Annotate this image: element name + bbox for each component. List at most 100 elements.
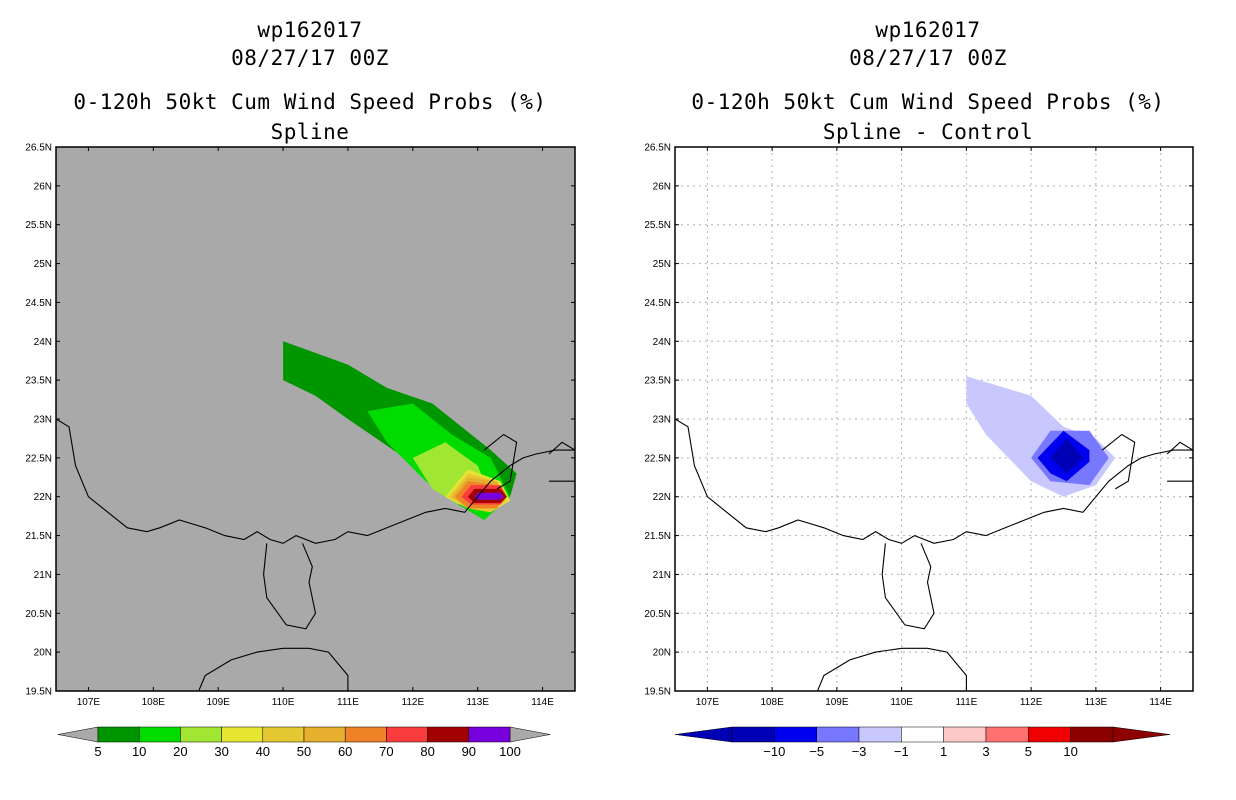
right-colorbar-label: −10 xyxy=(763,744,785,759)
right-xtick-label: 110E xyxy=(890,697,913,708)
left-colorbar-label: 30 xyxy=(214,744,228,759)
right-coastline-mainland xyxy=(675,418,1193,544)
right-colorbar-label: −1 xyxy=(894,744,909,759)
left-colorbar-label: 50 xyxy=(297,744,311,759)
right-xtick-label: 113E xyxy=(1085,697,1108,708)
left-ytick-label: 22N xyxy=(34,492,52,503)
right-contour--10 xyxy=(1050,438,1083,474)
left-map-panel: 26.5N 26N 25.5N 25N 24.5N 24N 23.5N 23N 22.5N 22N… xyxy=(25,143,576,759)
right-ytick-label: 21N xyxy=(653,570,671,581)
left-chart-subtitle: Spline xyxy=(270,120,350,144)
left-datetime: 08/27/17 00Z xyxy=(231,46,389,70)
right-colorbar-high-arrow xyxy=(1112,726,1171,743)
right-ytick-label: 24N xyxy=(653,337,671,348)
right-ytick-label: 20.5N xyxy=(644,609,671,620)
left-ytick-label: 24N xyxy=(34,337,52,348)
left-xtick-label: 112E xyxy=(402,697,425,708)
right-colorbar-swatch xyxy=(943,726,987,743)
right-colorbar-label: −3 xyxy=(852,744,867,759)
right-ytick-label: 22.5N xyxy=(644,453,671,464)
right-coastline-hainan xyxy=(816,647,967,691)
left-ytick-label: 26N xyxy=(34,181,52,192)
left-ytick-label: 25N xyxy=(34,259,52,270)
right-colorbar-low-arrow xyxy=(674,726,733,743)
right-colorbar-swatch xyxy=(1028,726,1071,743)
left-plot-background xyxy=(56,147,575,691)
left-colorbar-label: 20 xyxy=(173,744,187,759)
right-ytick-label: 26.5N xyxy=(644,143,671,154)
right-colorbar: −10 −5 −3 −1 1 3 5 10 xyxy=(674,726,1171,759)
right-colorbar-label: 3 xyxy=(982,744,989,759)
left-colorbar-swatch xyxy=(344,726,387,743)
left-colorbar-label: 10 xyxy=(132,744,146,759)
right-ytick-label: 20N xyxy=(653,648,671,659)
right-colorbar-swatch xyxy=(731,726,775,743)
right-colorbar-swatch xyxy=(1070,726,1114,743)
left-contour-90 xyxy=(474,492,504,500)
left-colorbar-swatch xyxy=(221,726,264,743)
right-xtick-label: 111E xyxy=(955,697,977,708)
left-ytick-label: 20.5N xyxy=(25,609,52,620)
right-xtick-label: 114E xyxy=(1149,697,1172,708)
right-ytick-label: 23.5N xyxy=(644,376,671,387)
right-ytick-label: 21.5N xyxy=(644,531,671,542)
right-ytick-label: 26N xyxy=(653,181,671,192)
left-colorbar-low-arrow xyxy=(57,726,99,743)
right-ytick-label: 25.5N xyxy=(644,220,671,231)
right-colorbar-label: 5 xyxy=(1025,744,1032,759)
left-xtick-label: 110E xyxy=(272,697,295,708)
left-ytick-label: 24.5N xyxy=(25,298,52,309)
left-colorbar-swatch xyxy=(427,726,470,743)
left-ytick-label: 23N xyxy=(34,415,52,426)
right-datetime: 08/27/17 00Z xyxy=(849,46,1007,70)
left-ytick-label: 22.5N xyxy=(25,453,52,464)
left-xtick-label: 109E xyxy=(207,697,231,708)
right-colorbar-label: 10 xyxy=(1063,744,1077,759)
right-colorbar-swatch xyxy=(816,726,860,743)
left-storm-id: wp162017 xyxy=(257,18,363,42)
left-ytick-label: 20N xyxy=(34,648,52,659)
right-ytick-label: 25N xyxy=(653,259,671,270)
left-colorbar-label: 70 xyxy=(379,744,393,759)
left-xtick-label: 113E xyxy=(466,697,489,708)
right-colorbar-swatch xyxy=(901,726,944,743)
right-chart-title: 0-120h 50kt Cum Wind Speed Probs (%) xyxy=(691,90,1165,114)
right-xtick-label: 112E xyxy=(1020,697,1043,708)
left-chart-title: 0-120h 50kt Cum Wind Speed Probs (%) xyxy=(73,90,547,114)
left-colorbar-label: 60 xyxy=(338,744,352,759)
right-xtick-label: 107E xyxy=(696,697,720,708)
right-coastline-hk_box xyxy=(1166,441,1193,482)
right-ytick-label: 23N xyxy=(653,415,671,426)
right-colorbar-swatch xyxy=(774,726,817,743)
left-colorbar-swatch xyxy=(138,726,181,743)
left-xtick-label: 111E xyxy=(337,697,359,708)
left-colorbar-label: 5 xyxy=(94,744,101,759)
left-xtick-label: 107E xyxy=(77,697,101,708)
left-colorbar-label: 90 xyxy=(462,744,476,759)
left-xtick-label: 114E xyxy=(531,697,554,708)
right-colorbar-swatch xyxy=(985,726,1029,743)
left-colorbar-swatch xyxy=(97,726,140,743)
right-xtick-label: 108E xyxy=(760,697,784,708)
left-colorbar-swatch xyxy=(386,726,428,743)
left-coastline-mainland xyxy=(56,418,575,544)
left-ytick-label: 25.5N xyxy=(25,220,52,231)
right-storm-id: wp162017 xyxy=(875,18,981,42)
right-chart-subtitle: Spline - Control xyxy=(822,120,1034,144)
left-colorbar-swatch xyxy=(180,726,222,743)
right-coastline-leizhou xyxy=(881,543,935,630)
left-ytick-label: 21N xyxy=(34,570,52,581)
right-coastline-pearl_estuary xyxy=(1101,433,1136,490)
left-ytick-label: 19.5N xyxy=(25,687,52,698)
right-xtick-label: 109E xyxy=(825,697,849,708)
left-ytick-label: 26.5N xyxy=(25,143,52,154)
left-colorbar-swatch xyxy=(262,726,305,743)
left-coastline-pearl_estuary xyxy=(483,433,518,490)
left-colorbar-label: 100 xyxy=(499,744,521,759)
right-colorbar-label: 1 xyxy=(940,744,947,759)
left-colorbar-swatch xyxy=(468,726,511,743)
right-colorbar-label: −5 xyxy=(809,744,824,759)
left-colorbar-label: 80 xyxy=(420,744,434,759)
left-coastline-hk_box xyxy=(548,441,575,482)
